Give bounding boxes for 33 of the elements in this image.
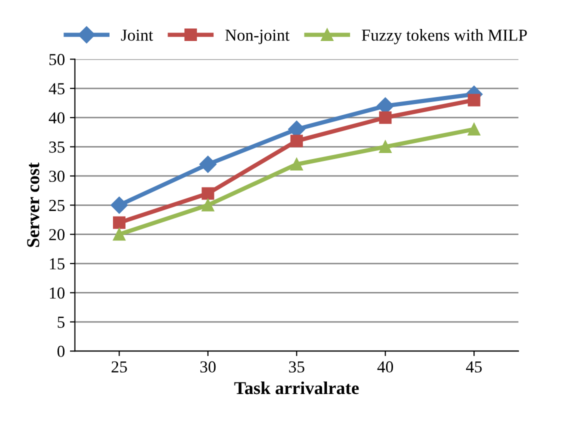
- legend-label: Non-joint: [225, 30, 290, 44]
- y-tick-label: 20: [49, 229, 65, 240]
- point: [202, 198, 214, 212]
- point: [290, 134, 303, 148]
- legend-label: Joint: [121, 30, 154, 41]
- x-tick-label: 25: [112, 361, 127, 373]
- y-tick-label: 25: [49, 200, 65, 212]
- point: [468, 123, 480, 136]
- point: [199, 156, 216, 173]
- y-tick-label: 5: [58, 316, 65, 328]
- y-tick-label: 15: [50, 258, 65, 270]
- x-tick-label: 40: [377, 361, 394, 373]
- y-tick-label: 10: [50, 287, 65, 299]
- point: [379, 111, 392, 124]
- y-tick-label: 50: [49, 54, 65, 66]
- point: [110, 196, 128, 214]
- point: [290, 158, 303, 171]
- x-tick-label: 45: [466, 361, 482, 373]
- point: [379, 140, 392, 154]
- y-tick-label: 40: [48, 112, 65, 124]
- y-axis-title: Server cost: [27, 162, 40, 247]
- y-tick-label: 35: [49, 142, 65, 153]
- x-tick-label: 30: [200, 361, 216, 373]
- x-axis-title: Task arrivalrate: [234, 381, 359, 394]
- y-tick-label: 45: [48, 83, 65, 94]
- point: [202, 187, 214, 200]
- y-tick-label: 0: [57, 346, 65, 358]
- legend-label: Fuzzy tokens with MILP: [362, 29, 527, 44]
- y-tick-label: 30: [49, 170, 65, 182]
- point: [468, 94, 480, 106]
- x-tick-label: 35: [289, 361, 304, 373]
- point: [112, 216, 126, 229]
- point: [112, 228, 126, 241]
